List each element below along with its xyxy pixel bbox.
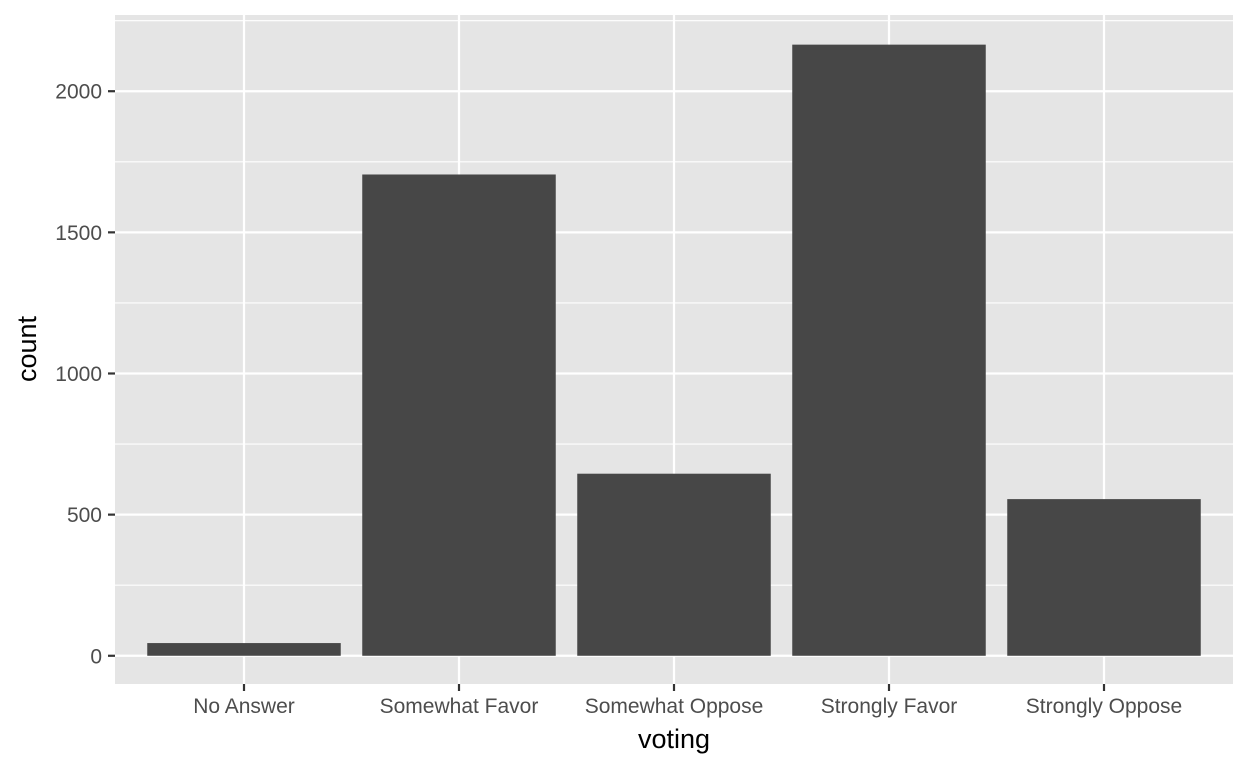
bar	[147, 643, 341, 656]
x-axis-title: voting	[638, 724, 710, 754]
y-tick-label: 500	[67, 504, 102, 527]
y-tick-label: 2000	[55, 81, 102, 104]
x-tick-label: No Answer	[193, 695, 295, 718]
x-tick-label: Strongly Oppose	[1026, 695, 1182, 718]
bar	[577, 473, 771, 656]
x-tick-label: Somewhat Favor	[380, 695, 539, 718]
y-tick-label: 0	[90, 645, 102, 668]
y-axis: 0 500 1000 1500 2000	[55, 81, 115, 668]
bar	[1007, 499, 1201, 656]
x-tick-label: Strongly Favor	[821, 695, 958, 718]
bar	[362, 174, 556, 656]
x-tick-label: Somewhat Oppose	[585, 695, 764, 718]
y-tick-label: 1500	[55, 222, 102, 245]
y-axis-title: count	[12, 315, 42, 382]
x-axis: No Answer Somewhat Favor Somewhat Oppose St…	[193, 684, 1182, 718]
bars	[147, 44, 1201, 656]
y-tick-label: 1000	[55, 363, 102, 386]
bar	[792, 44, 986, 656]
